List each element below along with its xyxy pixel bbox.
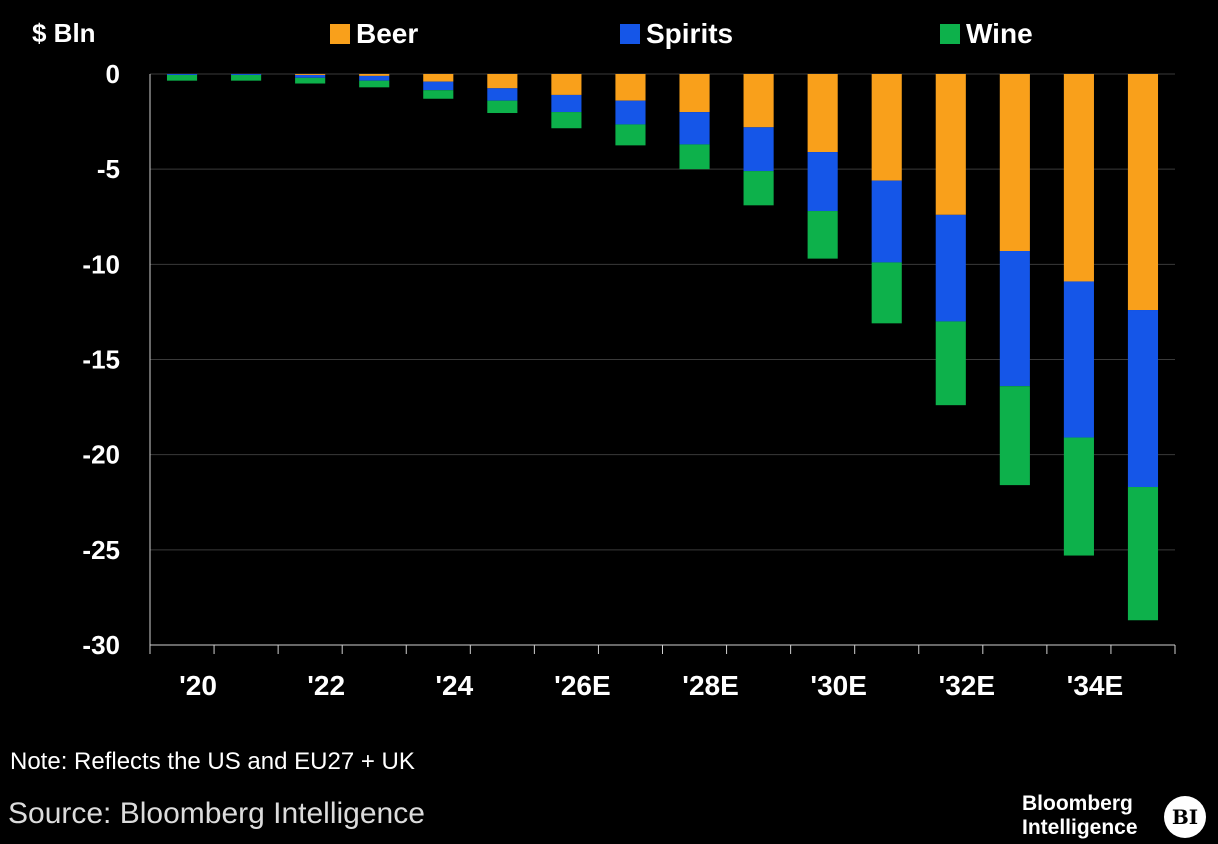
legend-item-beer: Beer (330, 18, 418, 50)
bar-wine (999, 386, 1030, 486)
bar-beer (935, 74, 966, 215)
y-tick-label: -15 (82, 345, 120, 375)
bar-beer (999, 74, 1030, 252)
bar-spirits (1063, 281, 1094, 438)
bar-spirits (743, 127, 774, 172)
bar-wine (423, 90, 454, 99)
bar-spirits (231, 74, 262, 75)
bar-wine (551, 112, 582, 129)
y-tick-label: -20 (82, 440, 120, 470)
legend-swatch-beer (330, 24, 350, 44)
bar-wine (487, 100, 518, 114)
brand-logo-text: Bloomberg Intelligence (1022, 792, 1138, 840)
bar-wine (231, 74, 262, 81)
x-tick-label: '22 (307, 670, 345, 701)
bar-wine (743, 171, 774, 206)
x-tick-label: '30E (810, 670, 866, 701)
bar-spirits (807, 152, 838, 212)
legend-label-spirits: Spirits (646, 18, 734, 49)
y-tick-label: -10 (82, 249, 120, 279)
bar-spirits (871, 180, 902, 263)
y-tick-label: -30 (82, 630, 120, 660)
bar-wine (935, 321, 966, 406)
legend-item-wine: Wine (940, 18, 1033, 50)
bar-wine (807, 211, 838, 259)
bar-beer (487, 74, 518, 89)
bar-wine (166, 74, 198, 81)
x-tick-label: '32E (939, 670, 995, 701)
legend-swatch-spirits (620, 24, 640, 44)
bar-wine (359, 80, 390, 88)
bar-beer (615, 74, 646, 101)
brand-line-1: Bloomberg (1022, 792, 1133, 815)
bar-wine (1127, 487, 1159, 621)
bar-spirits (999, 251, 1030, 387)
y-tick-label: -25 (82, 535, 120, 565)
bar-spirits (423, 81, 454, 91)
bar-beer (423, 74, 454, 82)
bi-logo-icon: BI (1164, 796, 1206, 838)
bar-spirits (1127, 310, 1159, 488)
bar-wine (871, 262, 902, 324)
chart-note: Note: Reflects the US and EU27 + UK (10, 748, 415, 775)
bar-spirits (615, 100, 646, 125)
x-tick-label: '26E (554, 670, 610, 701)
bar-wine (679, 144, 710, 170)
bar-spirits (679, 112, 710, 145)
legend-item-spirits: Spirits (620, 18, 733, 50)
legend-swatch-wine (940, 24, 960, 44)
y-tick-labels: 0 -5 -10 -15 -20 -25 -30 (82, 59, 120, 660)
x-tick-label: '20 (179, 670, 217, 701)
x-tick-label: '34E (1067, 670, 1123, 701)
bar-beer (743, 74, 774, 128)
bar-wine (615, 124, 646, 146)
bar-spirits (487, 88, 518, 101)
bar-beer (1063, 74, 1094, 282)
y-tick-label: -5 (97, 154, 120, 184)
bar-beer (871, 74, 902, 181)
bar-wine (295, 77, 326, 84)
bar-beer (359, 74, 390, 76)
legend-label-beer: Beer (356, 18, 419, 49)
bars (166, 74, 1159, 621)
bar-beer (679, 74, 710, 113)
brand-line-2: Intelligence (1022, 816, 1138, 839)
bar-spirits (166, 74, 198, 75)
bar-spirits (551, 94, 582, 113)
x-tick-label: '24 (435, 670, 473, 701)
bar-spirits (295, 74, 326, 78)
bar-beer (807, 74, 838, 153)
legend-label-wine: Wine (966, 18, 1033, 49)
axes (149, 74, 1176, 654)
bar-spirits (359, 75, 390, 81)
bar-beer (1127, 74, 1159, 311)
y-axis-label: $ Bln (32, 18, 96, 48)
bar-wine (1063, 437, 1094, 556)
x-tick-label: '28E (682, 670, 738, 701)
bar-beer (551, 74, 582, 95)
chart-source: Source: Bloomberg Intelligence (8, 797, 425, 830)
y-tick-label: 0 (106, 59, 120, 89)
x-tick-labels: '20 '22 '24 '26E '28E '30E '32E '34E (179, 670, 1123, 701)
bar-beer (295, 74, 326, 75)
bar-spirits (935, 214, 966, 322)
